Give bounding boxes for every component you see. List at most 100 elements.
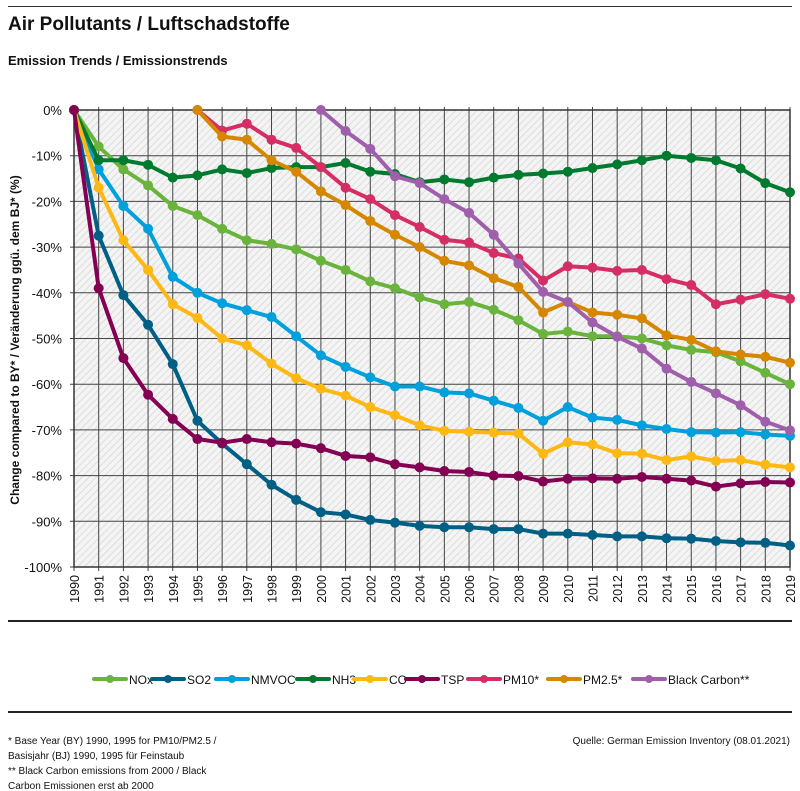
x-tick-label: 2006 xyxy=(463,575,477,603)
data-point xyxy=(192,312,203,323)
legend-marker xyxy=(309,675,317,683)
data-point xyxy=(464,296,475,307)
data-point xyxy=(785,187,795,198)
data-point xyxy=(636,343,647,354)
data-point xyxy=(760,351,771,362)
legend-marker xyxy=(645,675,653,683)
x-tick-label: 2007 xyxy=(488,575,502,603)
data-point xyxy=(587,331,598,342)
data-point xyxy=(587,473,598,484)
data-point xyxy=(587,439,598,450)
data-point xyxy=(686,475,697,486)
x-tick-label: 1998 xyxy=(266,575,280,603)
data-point xyxy=(513,258,524,269)
data-point xyxy=(513,428,524,439)
data-point xyxy=(636,531,647,542)
data-point xyxy=(760,178,771,189)
data-point xyxy=(93,155,104,166)
data-point xyxy=(710,346,721,357)
data-point xyxy=(414,420,425,431)
x-tick-label: 2005 xyxy=(438,575,452,603)
data-point xyxy=(735,455,746,466)
data-point xyxy=(340,158,351,169)
data-point xyxy=(192,415,203,426)
x-tick-label: 2000 xyxy=(315,575,329,603)
data-point xyxy=(93,283,104,294)
data-point xyxy=(241,305,252,316)
footnote: Carbon Emissionen erst ab 2000 xyxy=(8,781,154,791)
data-point xyxy=(562,166,573,177)
data-point xyxy=(241,340,252,351)
data-point xyxy=(661,330,672,341)
data-point xyxy=(389,459,400,470)
data-point xyxy=(612,159,623,170)
data-point xyxy=(562,528,573,539)
x-tick-label: 2012 xyxy=(611,575,625,603)
data-point xyxy=(389,517,400,528)
series-nmvoc xyxy=(69,105,795,441)
data-point xyxy=(315,383,326,394)
data-point xyxy=(340,390,351,401)
data-point xyxy=(686,451,697,462)
x-tick-label: 2013 xyxy=(636,575,650,603)
data-point xyxy=(760,416,771,427)
legend-item: TSP xyxy=(404,673,464,687)
x-tick-label: 2002 xyxy=(364,575,378,603)
data-point xyxy=(636,471,647,482)
data-point xyxy=(513,315,524,326)
data-point xyxy=(439,174,450,185)
series-co xyxy=(69,105,795,473)
legend-item: PM2.5* xyxy=(546,673,623,687)
data-point xyxy=(488,427,499,438)
data-point xyxy=(464,522,475,533)
data-point xyxy=(538,328,549,339)
data-point xyxy=(365,514,376,525)
data-point xyxy=(414,242,425,253)
data-point xyxy=(464,388,475,399)
data-point xyxy=(340,126,351,137)
data-point xyxy=(291,373,302,384)
data-point xyxy=(389,171,400,182)
data-point xyxy=(315,350,326,361)
data-point xyxy=(464,177,475,188)
data-point xyxy=(612,531,623,542)
data-point xyxy=(340,200,351,211)
x-tick-label: 1994 xyxy=(167,575,181,603)
data-point xyxy=(686,427,697,438)
y-tick-label: -100% xyxy=(24,560,62,575)
data-point xyxy=(365,372,376,383)
legend-marker xyxy=(228,675,236,683)
data-point xyxy=(538,275,549,286)
data-point xyxy=(538,286,549,297)
data-point xyxy=(488,524,499,535)
data-point xyxy=(686,152,697,163)
data-point xyxy=(636,155,647,166)
data-point xyxy=(562,296,573,307)
data-point xyxy=(513,524,524,535)
data-point xyxy=(760,459,771,470)
data-point xyxy=(735,427,746,438)
x-tick-label: 2017 xyxy=(735,575,749,603)
data-point xyxy=(488,273,499,284)
data-point xyxy=(439,522,450,533)
data-point xyxy=(340,264,351,275)
top-divider xyxy=(8,6,792,7)
data-point xyxy=(192,105,203,115)
data-point xyxy=(785,462,795,473)
data-point xyxy=(365,166,376,177)
data-point xyxy=(389,381,400,392)
y-tick-label: -70% xyxy=(32,423,63,438)
data-point xyxy=(118,200,129,211)
data-point xyxy=(439,425,450,436)
data-point xyxy=(315,162,326,173)
data-point xyxy=(636,420,647,431)
data-point xyxy=(785,540,795,551)
data-point xyxy=(735,356,746,367)
data-point xyxy=(612,448,623,459)
data-point xyxy=(93,141,104,152)
data-point xyxy=(315,255,326,266)
data-point xyxy=(143,159,154,170)
y-tick-label: -50% xyxy=(32,332,63,347)
data-point xyxy=(93,164,104,175)
x-tick-label: 2019 xyxy=(784,575,798,603)
